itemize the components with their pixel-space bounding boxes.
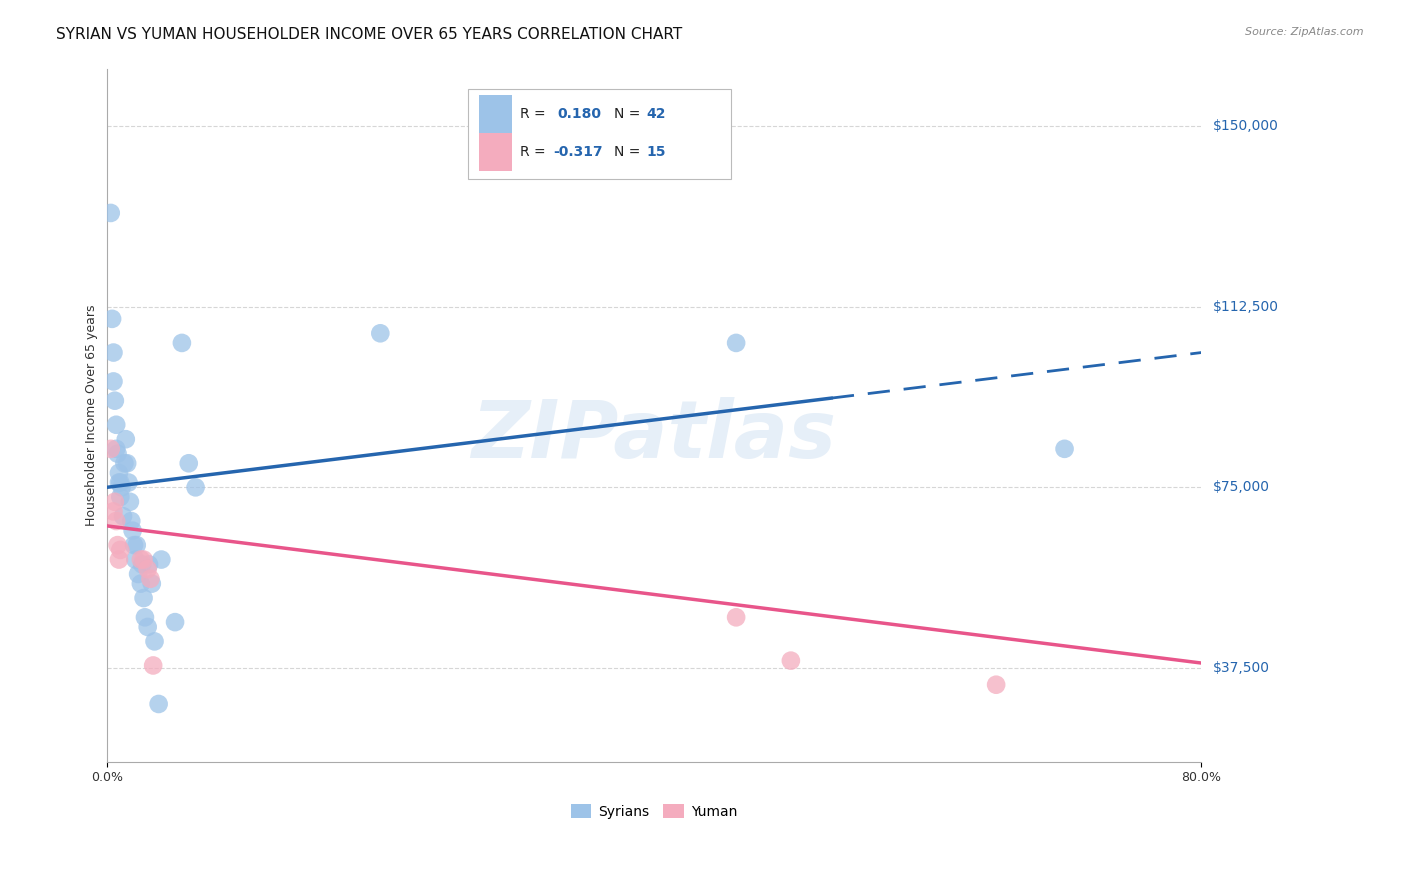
Point xyxy=(148,697,170,711)
Point xyxy=(129,576,152,591)
Point xyxy=(134,610,156,624)
Point xyxy=(104,393,127,408)
Point xyxy=(125,538,148,552)
Point xyxy=(127,566,149,581)
Legend: Syrians, Yuman: Syrians, Yuman xyxy=(565,798,742,824)
Bar xyxy=(479,133,512,170)
Point xyxy=(105,442,128,456)
Point xyxy=(177,456,200,470)
Point xyxy=(100,442,122,456)
Point xyxy=(118,495,141,509)
Point xyxy=(150,552,173,566)
Point xyxy=(112,509,135,524)
Point xyxy=(103,345,125,359)
Point xyxy=(114,432,136,446)
Point xyxy=(104,495,127,509)
Text: N =: N = xyxy=(613,106,644,120)
Text: $112,500: $112,500 xyxy=(1212,300,1278,314)
Point xyxy=(136,620,159,634)
Point xyxy=(110,475,132,490)
Point xyxy=(184,480,207,494)
Text: R =: R = xyxy=(520,106,551,120)
Point xyxy=(165,615,187,629)
Point xyxy=(132,552,155,566)
Point xyxy=(107,538,129,552)
Point xyxy=(124,552,146,566)
Point xyxy=(136,562,159,576)
Point xyxy=(105,514,128,528)
Bar xyxy=(479,95,512,133)
Point xyxy=(121,524,143,538)
Y-axis label: Householder Income Over 65 years: Householder Income Over 65 years xyxy=(86,304,98,526)
Point xyxy=(138,558,160,572)
Point xyxy=(131,558,153,572)
Point xyxy=(984,678,1007,692)
Point xyxy=(129,552,152,566)
Point xyxy=(139,572,162,586)
FancyBboxPatch shape xyxy=(468,89,731,179)
Point xyxy=(101,311,124,326)
Text: -0.317: -0.317 xyxy=(554,145,603,159)
Text: 15: 15 xyxy=(647,145,666,159)
Text: R =: R = xyxy=(520,145,551,159)
Point xyxy=(108,475,131,490)
Text: $150,000: $150,000 xyxy=(1212,120,1278,133)
Point xyxy=(141,576,163,591)
Text: $75,000: $75,000 xyxy=(1212,480,1270,494)
Point xyxy=(103,504,125,518)
Point xyxy=(779,654,801,668)
Point xyxy=(142,658,165,673)
Point xyxy=(170,335,193,350)
Text: 0.180: 0.180 xyxy=(558,106,602,120)
Point xyxy=(103,375,125,389)
Text: 42: 42 xyxy=(647,106,666,120)
Point xyxy=(115,456,138,470)
Text: Source: ZipAtlas.com: Source: ZipAtlas.com xyxy=(1246,27,1364,37)
Text: N =: N = xyxy=(613,145,644,159)
Point xyxy=(111,480,134,494)
Point xyxy=(112,456,135,470)
Point xyxy=(143,634,166,648)
Point xyxy=(370,326,392,341)
Point xyxy=(122,538,145,552)
Point xyxy=(105,417,128,432)
Point xyxy=(725,610,748,624)
Text: ZIPatlas: ZIPatlas xyxy=(471,397,837,475)
Point xyxy=(110,543,132,558)
Text: $37,500: $37,500 xyxy=(1212,661,1270,675)
Point xyxy=(107,447,129,461)
Point xyxy=(132,591,155,605)
Point xyxy=(108,552,131,566)
Point xyxy=(120,514,142,528)
Point xyxy=(117,475,139,490)
Point xyxy=(110,490,132,504)
Point xyxy=(108,466,131,480)
Text: SYRIAN VS YUMAN HOUSEHOLDER INCOME OVER 65 YEARS CORRELATION CHART: SYRIAN VS YUMAN HOUSEHOLDER INCOME OVER … xyxy=(56,27,682,42)
Point xyxy=(100,206,122,220)
Point xyxy=(1053,442,1076,456)
Point xyxy=(725,335,748,350)
